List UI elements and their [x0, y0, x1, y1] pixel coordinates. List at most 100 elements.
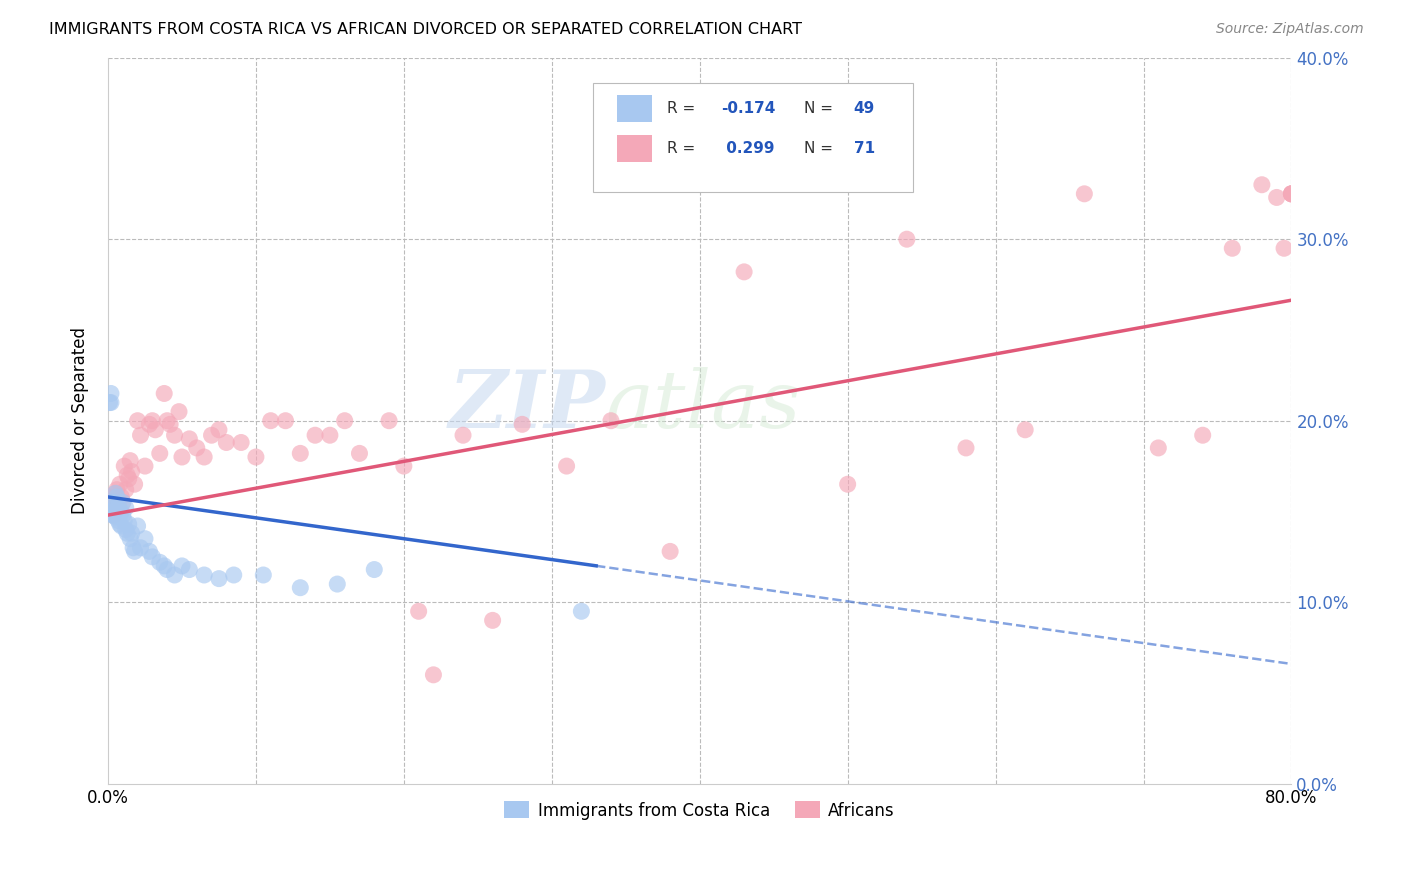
Point: [124, 544, 146, 558]
Point: [896, 232, 918, 246]
Point: [138, 544, 160, 558]
Point: [215, 435, 238, 450]
Point: [274, 414, 297, 428]
Point: [659, 544, 682, 558]
Point: [510, 417, 533, 432]
Point: [1281, 186, 1303, 201]
Text: 49: 49: [853, 101, 875, 116]
Point: [422, 668, 444, 682]
Point: [569, 604, 592, 618]
Point: [121, 465, 143, 479]
Point: [111, 495, 134, 509]
Point: [1191, 428, 1213, 442]
Point: [378, 414, 401, 428]
Point: [103, 495, 125, 509]
Point: [127, 519, 149, 533]
Text: -0.174: -0.174: [721, 101, 775, 116]
Point: [105, 490, 128, 504]
Text: N =: N =: [804, 101, 832, 116]
Point: [127, 414, 149, 428]
Point: [955, 441, 977, 455]
Point: [98, 495, 121, 509]
Text: N =: N =: [804, 141, 832, 156]
Point: [1281, 186, 1303, 201]
Point: [129, 541, 152, 555]
Point: [104, 486, 127, 500]
Point: [108, 508, 131, 522]
Point: [103, 508, 125, 522]
Point: [326, 577, 349, 591]
Text: IMMIGRANTS FROM COSTA RICA VS AFRICAN DIVORCED OR SEPARATED CORRELATION CHART: IMMIGRANTS FROM COSTA RICA VS AFRICAN DI…: [49, 22, 803, 37]
Point: [170, 450, 193, 464]
Point: [111, 508, 134, 522]
Bar: [617, 136, 652, 161]
Point: [118, 517, 141, 532]
Text: R =: R =: [666, 101, 695, 116]
Point: [555, 459, 578, 474]
Point: [163, 568, 186, 582]
Point: [170, 558, 193, 573]
Point: [392, 459, 415, 474]
Point: [290, 581, 312, 595]
Point: [260, 414, 283, 428]
Point: [100, 395, 122, 409]
Point: [111, 495, 134, 509]
Point: [101, 508, 124, 522]
Y-axis label: Divorced or Separated: Divorced or Separated: [72, 327, 89, 514]
Point: [179, 432, 201, 446]
Point: [101, 500, 124, 515]
Point: [363, 563, 385, 577]
Bar: [617, 95, 652, 121]
Point: [100, 490, 122, 504]
Point: [115, 468, 138, 483]
Text: 0.299: 0.299: [721, 141, 775, 156]
Point: [333, 414, 356, 428]
FancyBboxPatch shape: [593, 83, 912, 192]
Point: [167, 404, 190, 418]
Point: [120, 453, 142, 467]
Point: [156, 563, 179, 577]
Text: R =: R =: [666, 141, 695, 156]
Point: [193, 450, 215, 464]
Point: [104, 509, 127, 524]
Point: [451, 428, 474, 442]
Point: [208, 572, 231, 586]
Point: [1250, 178, 1272, 192]
Point: [153, 386, 176, 401]
Point: [103, 508, 125, 522]
Point: [200, 428, 222, 442]
Point: [112, 459, 135, 474]
Point: [252, 568, 274, 582]
Point: [138, 417, 160, 432]
Point: [733, 265, 755, 279]
Point: [108, 477, 131, 491]
Point: [134, 532, 156, 546]
Point: [222, 568, 245, 582]
Point: [193, 568, 215, 582]
Point: [304, 428, 326, 442]
Point: [101, 495, 124, 509]
Point: [114, 500, 136, 515]
Point: [114, 483, 136, 497]
Point: [98, 395, 121, 409]
Legend: Immigrants from Costa Rica, Africans: Immigrants from Costa Rica, Africans: [498, 795, 901, 826]
Point: [408, 604, 430, 618]
Text: ZIP: ZIP: [449, 368, 605, 445]
Point: [105, 483, 128, 497]
Point: [143, 423, 166, 437]
Point: [149, 555, 172, 569]
Point: [159, 417, 181, 432]
Point: [141, 414, 163, 428]
Point: [600, 414, 623, 428]
Point: [141, 549, 163, 564]
Point: [1272, 241, 1295, 255]
Point: [110, 504, 132, 518]
Point: [129, 428, 152, 442]
Point: [124, 477, 146, 491]
Point: [1281, 186, 1303, 201]
Point: [186, 441, 208, 455]
Point: [114, 523, 136, 537]
Point: [208, 423, 231, 437]
Point: [231, 435, 253, 450]
Point: [107, 499, 129, 513]
